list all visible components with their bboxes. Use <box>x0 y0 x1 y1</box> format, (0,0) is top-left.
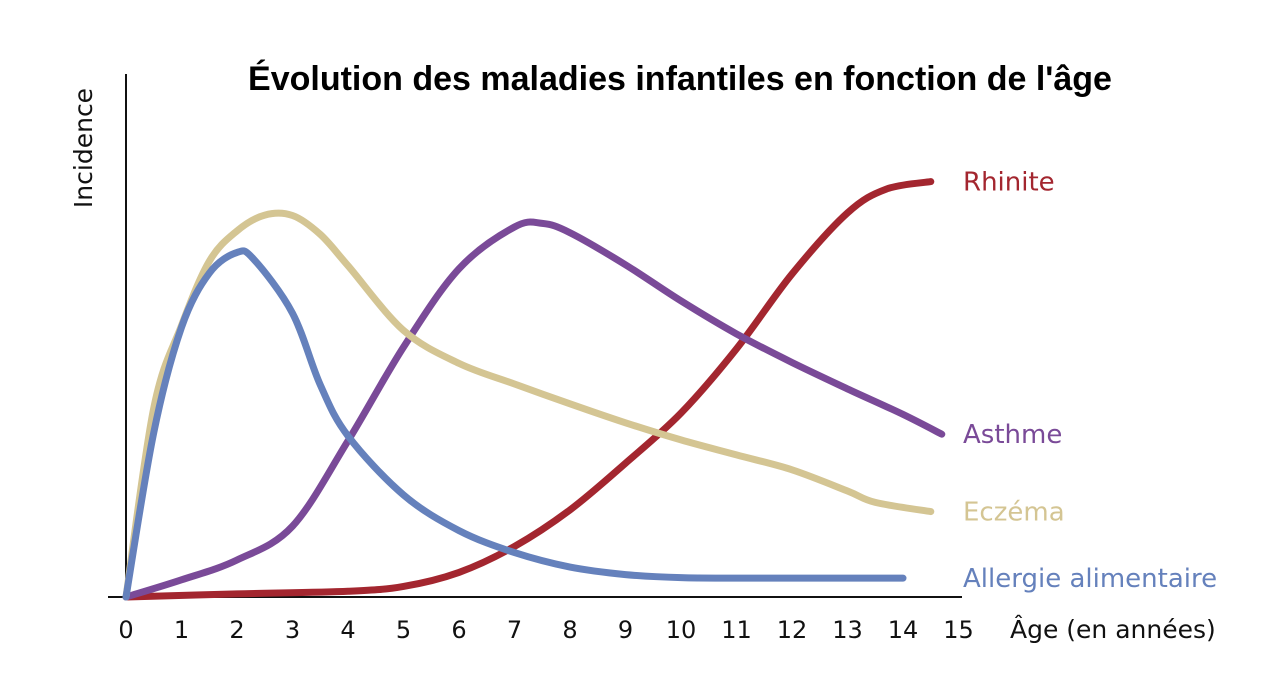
series-line-allergie-alimentaire <box>122 247 907 601</box>
chart-title: Évolution des maladies infantiles en fon… <box>248 60 1112 98</box>
x-tick-label: 5 <box>396 616 411 644</box>
series-labels: Rhinite Asthme Eczéma Allergie alimentaire <box>963 168 1217 594</box>
x-tick-label: 1 <box>174 616 189 644</box>
series-line-rhinite <box>122 178 935 601</box>
series-label-rhinite: Rhinite <box>963 168 1055 198</box>
series-label-asthme: Asthme <box>963 420 1062 450</box>
x-tick-label: 12 <box>777 616 808 644</box>
series-label-allergie-alimentaire: Allergie alimentaire <box>963 564 1217 594</box>
x-tick-label: 0 <box>118 616 133 644</box>
x-tick-label: 8 <box>562 616 577 644</box>
x-tick-label: 3 <box>285 616 300 644</box>
series-label-eczema: Eczéma <box>963 498 1065 528</box>
series-lines <box>122 178 946 601</box>
x-tick-label: 14 <box>888 616 919 644</box>
x-tick-label: 2 <box>229 616 244 644</box>
x-tick-label: 10 <box>666 616 697 644</box>
x-tick-label: 9 <box>618 616 633 644</box>
x-tick-label: 11 <box>721 616 752 644</box>
x-tick-label: 15 <box>943 616 974 644</box>
x-axis-label: Âge (en années) <box>1010 615 1216 644</box>
y-axis-label: Incidence <box>69 88 98 208</box>
x-tick-labels: 0 1 2 3 4 5 6 7 8 9 10 11 12 13 14 15 <box>118 616 973 644</box>
x-tick-label: 7 <box>507 616 522 644</box>
x-tick-label: 4 <box>340 616 355 644</box>
x-tick-label: 6 <box>451 616 466 644</box>
x-tick-label: 13 <box>832 616 863 644</box>
series-line-asthme <box>122 218 946 601</box>
